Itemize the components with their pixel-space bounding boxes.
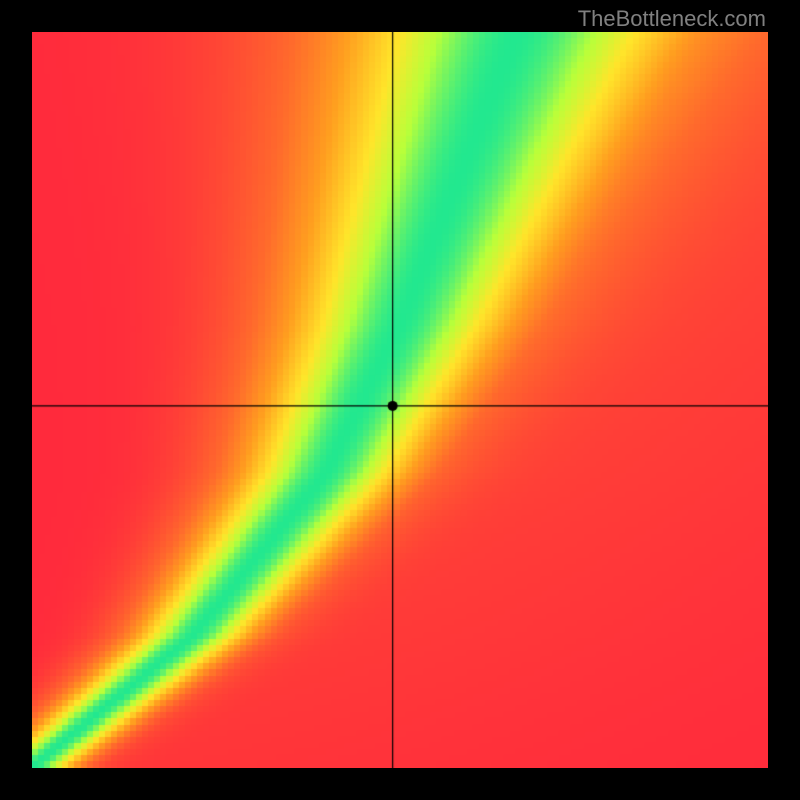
watermark-text: TheBottleneck.com — [578, 6, 766, 32]
bottleneck-heatmap — [32, 32, 768, 768]
chart-container: TheBottleneck.com — [0, 0, 800, 800]
